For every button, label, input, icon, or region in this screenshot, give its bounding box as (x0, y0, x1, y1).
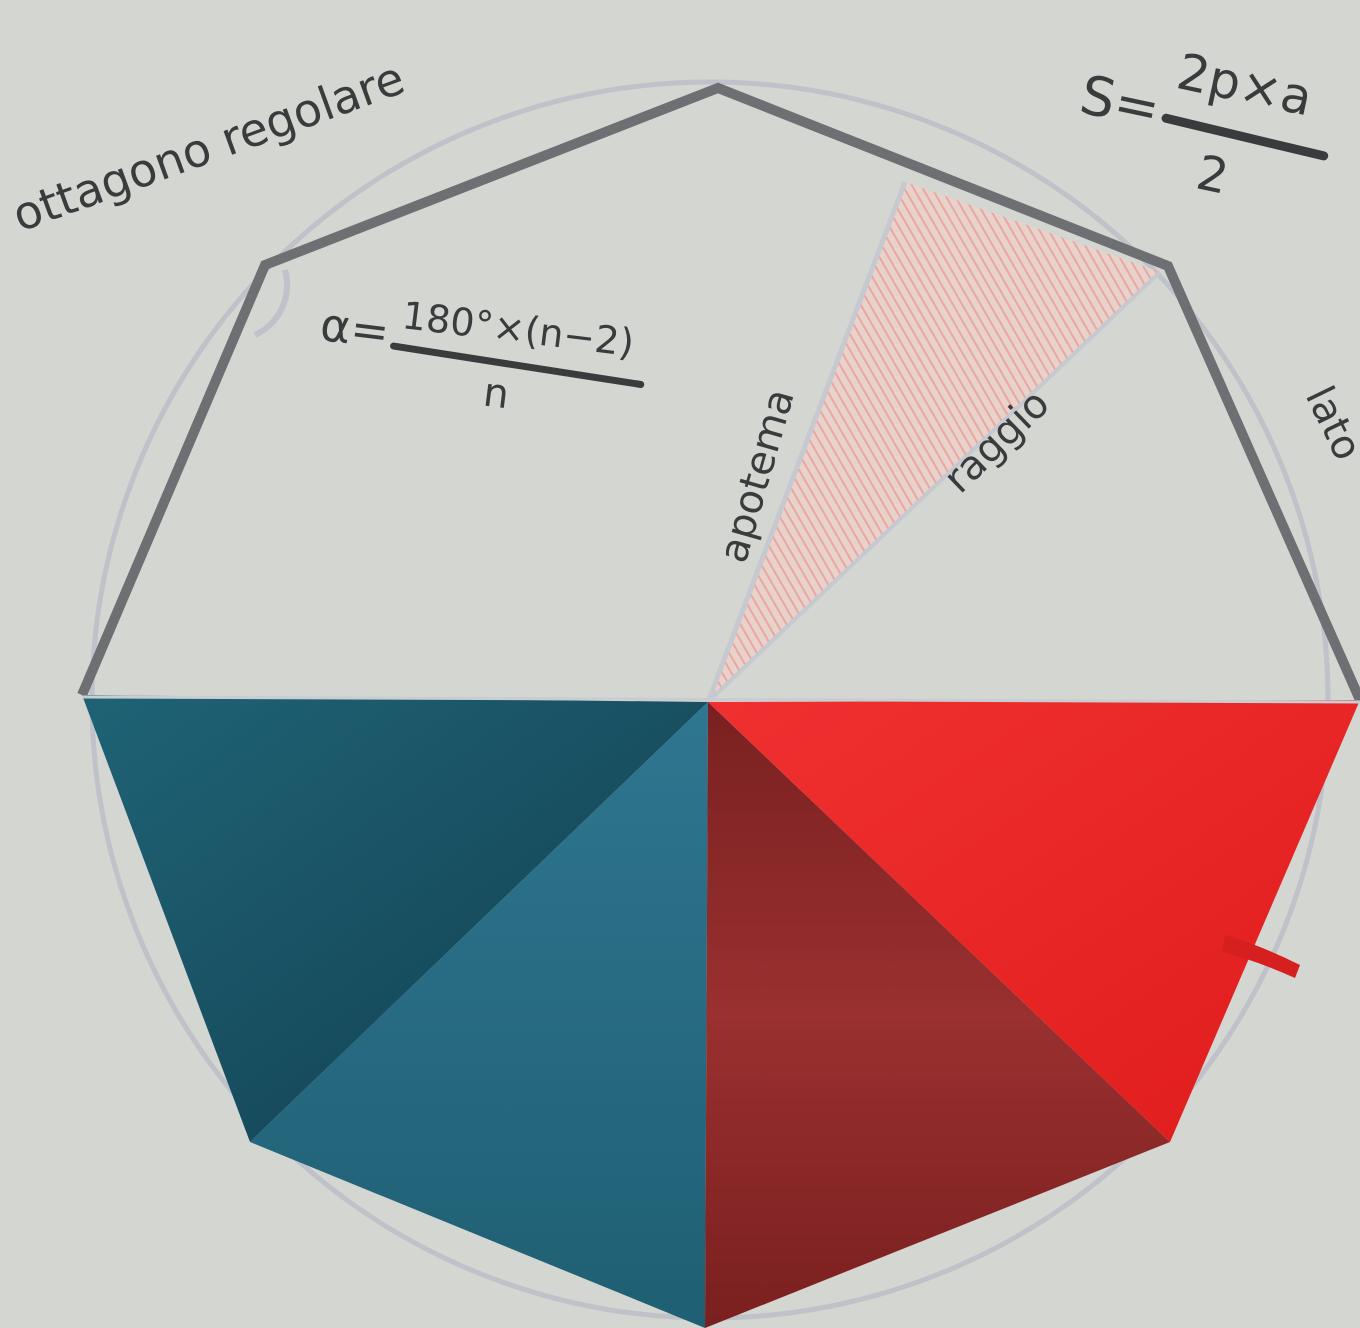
side-label: lato (1296, 379, 1360, 467)
interior-angle-arc (253, 269, 291, 338)
angle-denominator: n (481, 370, 512, 419)
area-formula: S= 2p×a 2 (1075, 42, 1329, 206)
title-label: ottagono regolare (5, 51, 411, 243)
area-lhs: S= (1075, 63, 1166, 141)
diameter-line (81, 695, 1360, 704)
umbrella-panel-red-dark (705, 702, 1170, 1328)
octagon-outline (77, 82, 1360, 703)
angle-formula: α= 180°×(n−2) n (317, 293, 645, 419)
umbrella-panel-blue-light (250, 702, 708, 1328)
radius-line (706, 270, 1162, 704)
umbrella-panel-red-light (708, 700, 1360, 1142)
umbrella-canopy (82, 695, 1360, 1328)
area-fraction-bar (1161, 113, 1329, 161)
hatched-triangle (708, 182, 1160, 702)
angle-fraction-bar (390, 342, 645, 388)
area-numerator: 2p×a (1172, 42, 1317, 127)
area-denominator: 2 (1192, 145, 1234, 206)
angle-symbol: α= (317, 297, 392, 359)
umbrella-panel-blue-dark (82, 695, 708, 1142)
umbrella-strap (1222, 935, 1300, 978)
apothem-line (705, 181, 908, 703)
